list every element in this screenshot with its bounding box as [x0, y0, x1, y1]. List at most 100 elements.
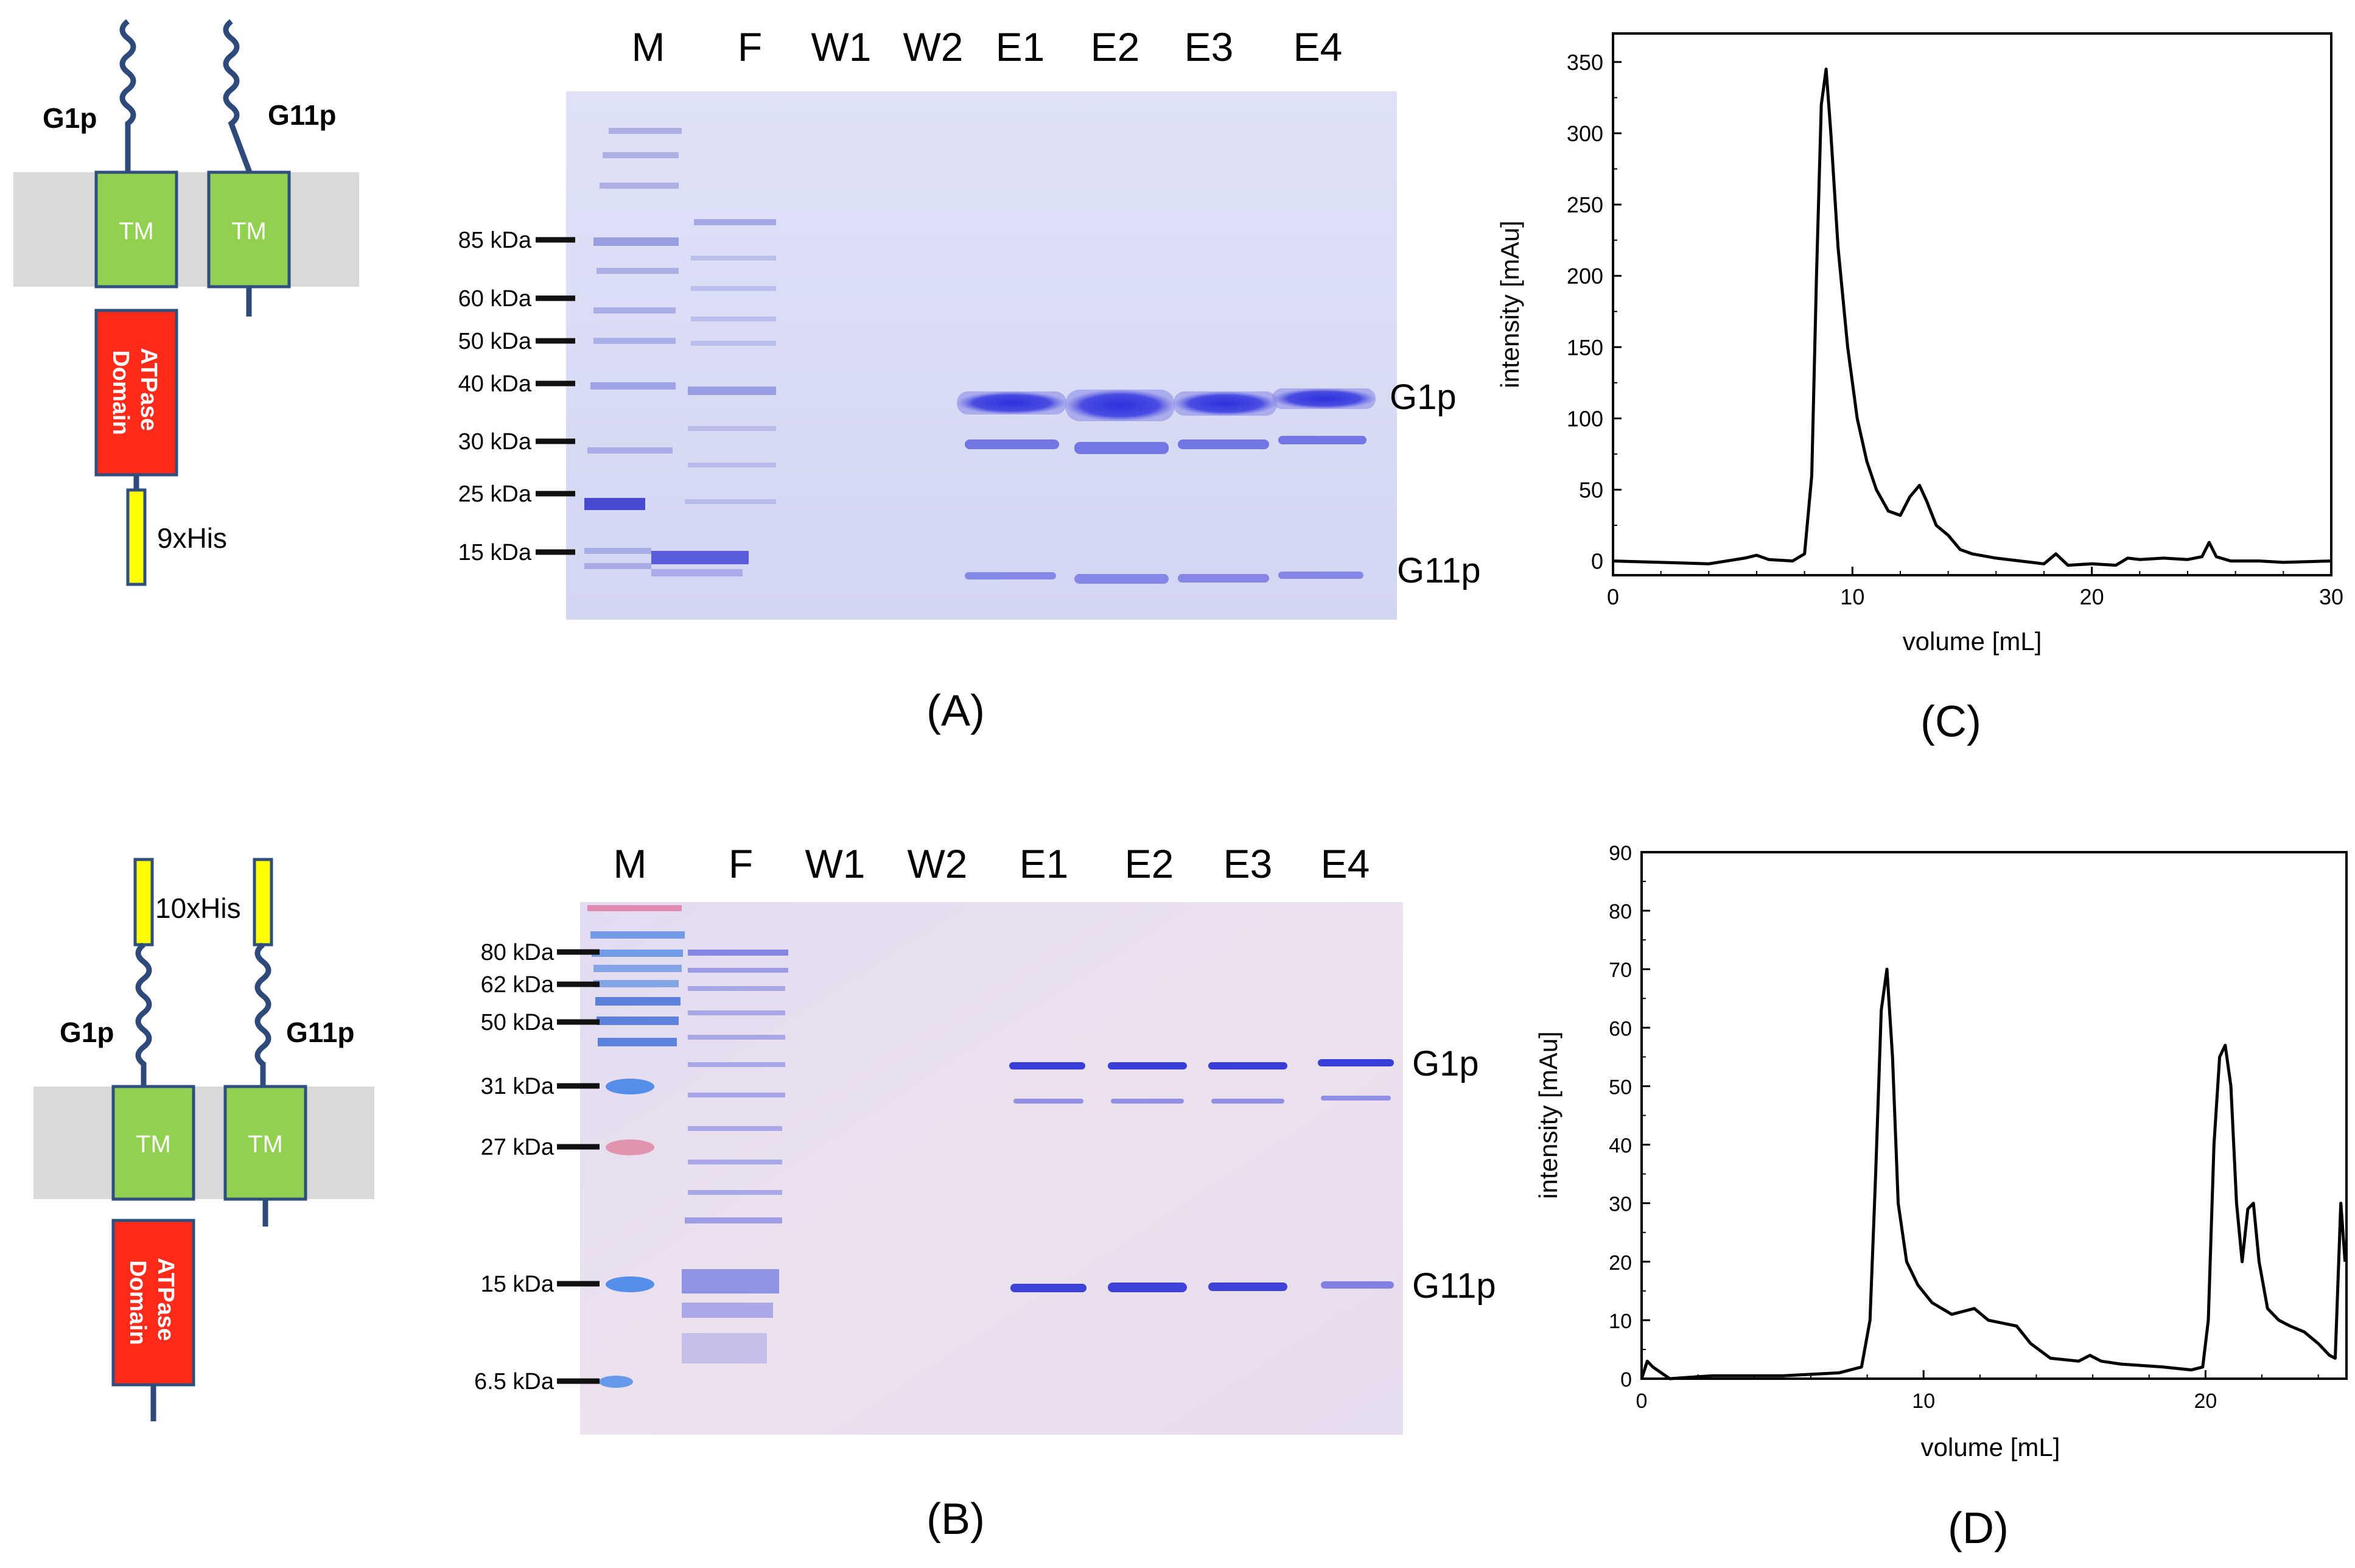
- g1p-band-e4: [1318, 1059, 1394, 1066]
- marker-label: 6.5 kDa: [474, 1369, 555, 1395]
- y-tick-label: 350: [1567, 50, 1603, 75]
- g11p-linker: [223, 19, 253, 173]
- sub-band: [1178, 439, 1269, 449]
- g11p-band-e2: [1074, 574, 1169, 584]
- smear-band: [688, 463, 776, 467]
- g11p-linker: [254, 942, 271, 1087]
- marker-label: 25 kDa: [458, 481, 532, 507]
- marker-band: [587, 447, 673, 453]
- marker-label: 27 kDa: [481, 1135, 555, 1160]
- smear-band: [688, 1062, 785, 1067]
- marker-label: 62 kDa: [481, 972, 555, 998]
- smear-band: [688, 387, 776, 395]
- label-g1p: G1p: [43, 102, 97, 134]
- marker-label: 85 kDa: [458, 228, 532, 253]
- sub-band: [1278, 436, 1366, 444]
- chart-c-xlabel: volume [mL]: [1903, 627, 2042, 656]
- smear-band: [691, 256, 776, 261]
- marker-band: [584, 548, 651, 554]
- lane-label: M: [632, 24, 665, 69]
- y-tick-label: 300: [1567, 121, 1603, 146]
- marker-band: [606, 1139, 654, 1155]
- y-tick-label: 0: [1620, 1368, 1632, 1391]
- marker-lane-b: [587, 905, 685, 1388]
- g11p-band-e2: [1108, 1283, 1187, 1292]
- tm-label-g1p: TM: [119, 218, 154, 245]
- lane-labels-b: M F W1 W2 E1 E2 E3 E4: [614, 841, 1370, 886]
- sub-band: [965, 439, 1059, 449]
- smear-band: [651, 569, 743, 576]
- marker-band: [590, 931, 685, 939]
- marker-label: 50 kDa: [458, 329, 532, 354]
- marker-label: 31 kDa: [481, 1074, 555, 1099]
- g1p-linker: [119, 19, 136, 172]
- marker-band: [593, 307, 676, 313]
- g1p-band-e4: [1272, 388, 1376, 409]
- lane-label: E4: [1321, 841, 1370, 886]
- g11p-band-e1: [1010, 1284, 1087, 1292]
- y-tick-label: 70: [1609, 959, 1632, 982]
- lane-label: E2: [1125, 841, 1174, 886]
- marker-band: [609, 128, 682, 134]
- marker-band: [590, 382, 676, 390]
- marker-band: [584, 563, 651, 569]
- marker-band: [593, 237, 679, 246]
- lane-label: W1: [811, 24, 872, 69]
- marker-band: [584, 498, 645, 510]
- atpase-label-line1: ATPase: [153, 1258, 178, 1341]
- g1p-band-e3: [1174, 391, 1277, 416]
- flowthrough-lane-b: [682, 950, 788, 1363]
- his-tag: [126, 488, 147, 586]
- sub-band: [1211, 1099, 1284, 1104]
- g1p-band-e2: [1108, 1062, 1187, 1069]
- membrane-band: [33, 1087, 374, 1199]
- y-tick-label: 0: [1591, 549, 1603, 574]
- smear-band: [694, 219, 776, 225]
- marker-band: [595, 997, 681, 1006]
- smear-band: [685, 499, 776, 504]
- band-label-g11p: G11p: [1397, 551, 1481, 590]
- g11p-band-e3: [1208, 1283, 1287, 1291]
- panel-caption-b: (B): [926, 1495, 985, 1544]
- marker-ticks-b: [557, 949, 600, 1384]
- g11p-band-e4: [1278, 572, 1363, 579]
- his-tag-g1p: [133, 858, 154, 947]
- g1p-band-e2: [1065, 390, 1175, 421]
- sub-band: [1074, 442, 1169, 454]
- x-tick-label: 20: [2194, 1390, 2217, 1413]
- marker-band: [603, 152, 679, 158]
- sub-band: [1111, 1099, 1184, 1104]
- marker-band: [597, 268, 679, 274]
- tm-box-g1p: [111, 1085, 195, 1201]
- smear-band: [682, 1269, 779, 1293]
- marker-label: 15 kDa: [458, 540, 532, 565]
- y-tick-label: 200: [1567, 264, 1603, 289]
- marker-band: [606, 1079, 654, 1094]
- panel-caption-a: (A): [926, 687, 985, 735]
- chart-d-marks: 0 10 20 0 10 20 30 40 50 60 70 80 90: [1609, 842, 2347, 1413]
- chart-c-frame: [1612, 32, 2332, 576]
- label-g1p: G1p: [60, 1017, 114, 1048]
- smear-band: [651, 551, 749, 564]
- atpase-label-line2: Domain: [108, 350, 133, 435]
- his-label: 9xHis: [157, 522, 227, 554]
- marker-label: 80 kDa: [481, 940, 555, 965]
- smear-band: [688, 968, 788, 973]
- chart-d: 0 10 20 0 10 20 30 40 50 60 70 80 90 volume [mL] int…: [1534, 842, 2348, 1553]
- y-tick-label: 150: [1567, 335, 1603, 360]
- chart-c-ylabel: intensity [mAu]: [1496, 220, 1524, 388]
- y-tick-label: 50: [1609, 1076, 1632, 1099]
- marker-labels-b: 80 kDa 62 kDa 50 kDa 31 kDa 27 kDa 15 kD…: [474, 940, 555, 1395]
- atpase-label: ATPase Domain: [125, 1258, 178, 1347]
- band-label-g1p: G1p: [1390, 377, 1457, 417]
- tm-label-g11p: TM: [248, 1131, 283, 1158]
- his-label: 10xHis: [155, 892, 241, 924]
- smear-band: [688, 1126, 782, 1131]
- marker-labels-a: 85 kDa 60 kDa 50 kDa 40 kDa 30 kDa 25 kD…: [458, 228, 532, 565]
- marker-label: 30 kDa: [458, 429, 532, 455]
- marker-lane-a: [584, 128, 682, 569]
- y-tick-label: 10: [1609, 1310, 1632, 1333]
- label-g11p: G11p: [268, 99, 337, 131]
- smear-band: [691, 341, 776, 346]
